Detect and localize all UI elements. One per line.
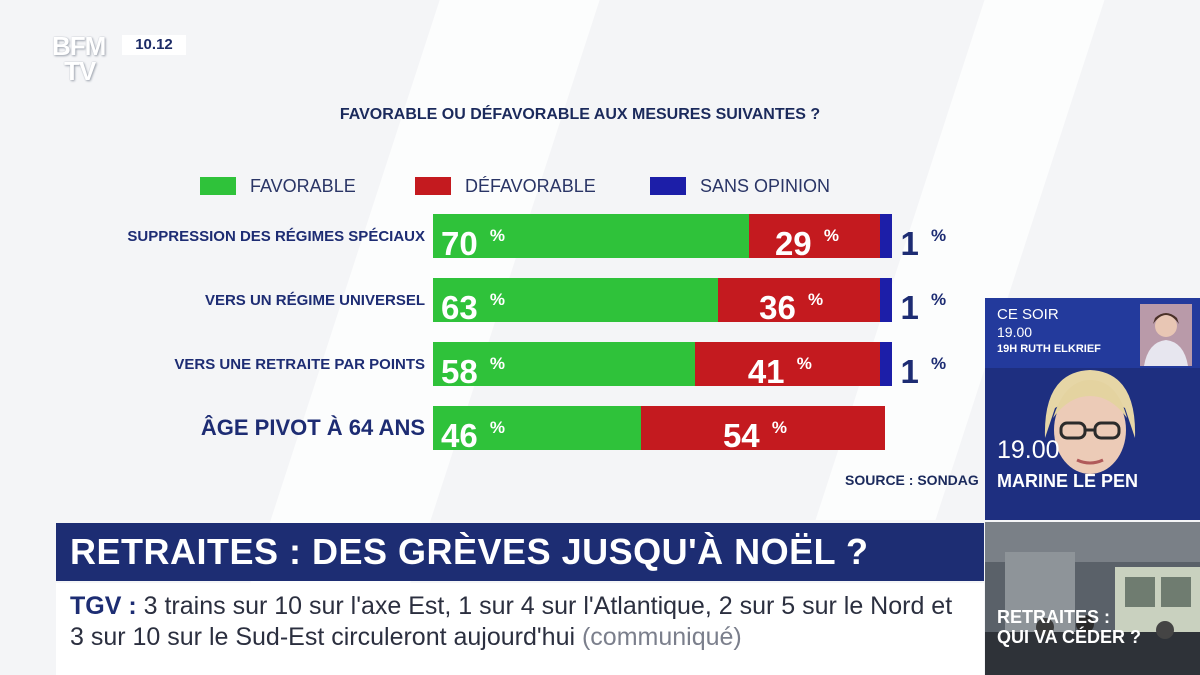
value-label-favorable: 46 % [441, 417, 505, 454]
legend-item-favorable: FAVORABLE [200, 175, 356, 197]
promo-guest-name: MARINE LE PEN [997, 471, 1139, 491]
channel-logo: BFM TV [52, 31, 106, 86]
headline-text: RETRAITES : DES GRÈVES JUSQU'À NOËL ? [70, 531, 869, 572]
promo-tonight-label: CE SOIR [997, 306, 1059, 323]
legend-swatch-defavorable [415, 177, 451, 195]
bar-favorable [433, 342, 696, 386]
legend-label: DÉFAVORABLE [465, 175, 596, 196]
promo-guest-time: 19.00 [997, 436, 1060, 464]
source-note: SOURCE : SONDAG [845, 472, 979, 488]
legend-swatch-sans-opinion [650, 177, 686, 195]
value-label-defavorable: 36 % [759, 289, 824, 326]
promo-topic: RETRAITES : QUI VA CÉDER ? [985, 522, 1200, 675]
category-label: VERS UNE RETRAITE PAR POINTS [174, 356, 425, 373]
ticker-body: 3 trains sur 10 sur l'axe Est, 1 sur 4 s… [70, 592, 953, 651]
value-label-favorable: 58 % [441, 353, 505, 390]
promo-tonight-show: 19H RUTH ELKRIEF [997, 343, 1101, 355]
ticker-suffix: (communiqué) [581, 623, 742, 651]
ticker-separator: : [128, 592, 137, 620]
legend-swatch-favorable [200, 177, 236, 195]
bar-sans-opinion [880, 342, 893, 386]
bar-sans-opinion [880, 278, 893, 322]
bar-defavorable [749, 214, 881, 258]
promo-topic-line2: QUI VA CÉDER ? [997, 627, 1142, 647]
value-label-favorable: 63 % [441, 289, 505, 326]
metro-photo [985, 522, 1200, 675]
guest-portrait [1025, 368, 1155, 493]
legend-item-defavorable: DÉFAVORABLE [415, 175, 596, 197]
bar-favorable [433, 214, 750, 258]
bar-favorable [433, 406, 641, 450]
category-label: SUPPRESSION DES RÉGIMES SPÉCIAUX [127, 228, 425, 245]
value-label-defavorable: 29 % [774, 225, 839, 262]
promo-guest: 19.00 MARINE LE PEN [985, 368, 1200, 520]
bar-defavorable [695, 342, 881, 386]
legend-label: FAVORABLE [250, 175, 356, 196]
bar-defavorable [640, 406, 885, 450]
clock: 10.12 [122, 35, 186, 55]
promo-topic-line1: RETRAITES : [997, 607, 1111, 627]
news-ticker: TGV : 3 trains sur 10 sur l'axe Est, 1 s… [56, 583, 984, 675]
promo-tonight-time: 19.00 [997, 324, 1033, 340]
value-label-defavorable: 41 % [747, 353, 812, 390]
bar-defavorable [717, 278, 881, 322]
value-label-defavorable: 54 % [722, 417, 787, 454]
legend-label: SANS OPINION [700, 175, 831, 196]
bar-favorable [433, 278, 718, 322]
category-label: VERS UN RÉGIME UNIVERSEL [204, 292, 425, 309]
value-label-favorable: 70 % [441, 225, 505, 262]
promo-topic-caption: RETRAITES : QUI VA CÉDER ? [997, 607, 1141, 647]
headline-banner: RETRAITES : DES GRÈVES JUSQU'À NOËL ? [56, 523, 984, 581]
chart-title: FAVORABLE OU DÉFAVORABLE AUX MESURES SUI… [339, 106, 821, 123]
promo-tonight: CE SOIR 19.00 19H RUTH ELKRIEF [985, 298, 1200, 368]
bar-sans-opinion [880, 214, 893, 258]
ticker-text: TGV : 3 trains sur 10 sur l'axe Est, 1 s… [70, 591, 970, 653]
host-thumbnail [1140, 304, 1192, 366]
value-label-sans-opinion: 1 % [900, 225, 947, 262]
ticker-tag: TGV [70, 592, 122, 620]
value-label-sans-opinion: 1 % [900, 353, 947, 390]
category-label: ÂGE PIVOT À 64 ANS [200, 415, 425, 440]
value-label-sans-opinion: 1 % [900, 289, 947, 326]
legend-item-sans-opinion: SANS OPINION [650, 175, 830, 197]
